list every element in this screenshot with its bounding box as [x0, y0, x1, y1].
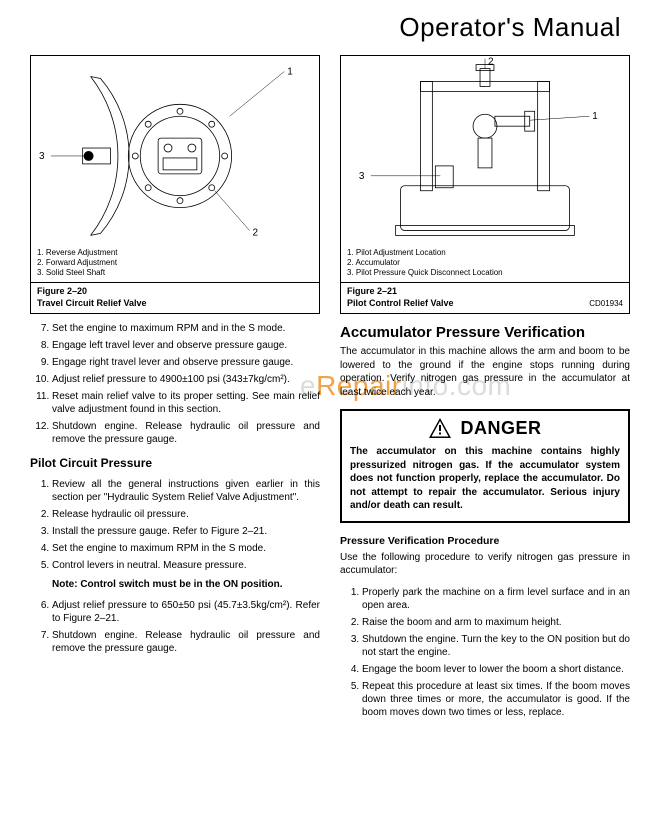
- warning-icon: [428, 417, 452, 439]
- legend-item: 3. Solid Steel Shaft: [37, 268, 313, 278]
- page-title: Operator's Manual: [399, 12, 621, 43]
- danger-text: The accumulator on this machine contains…: [350, 445, 620, 513]
- svg-text:1: 1: [592, 111, 598, 122]
- pilot-pressure-heading: Pilot Circuit Pressure: [30, 456, 320, 470]
- figure-2-21-diagram: 1 2 3: [341, 56, 629, 246]
- list-item: Set the engine to maximum RPM and in the…: [52, 322, 320, 335]
- pvp-list: Properly park the machine on a firm leve…: [340, 586, 630, 719]
- list-item: Shutdown engine. Release hydraulic oil p…: [52, 629, 320, 655]
- figure-2-20-caption: Figure 2–20 Travel Circuit Relief Valve: [31, 282, 319, 313]
- list-item: Release hydraulic oil pressure.: [52, 508, 320, 521]
- figure-2-20: 1 2 3 1. Reverse Adjustment 2. Forward A…: [30, 55, 320, 314]
- list-item: Adjust relief pressure to 650±50 psi (45…: [52, 599, 320, 625]
- pilot-list-a: Review all the general instructions give…: [30, 478, 320, 572]
- accumulator-heading: Accumulator Pressure Verification: [340, 324, 630, 341]
- legend-item: 1. Reverse Adjustment: [37, 248, 313, 258]
- list-item: Set the engine to maximum RPM in the S m…: [52, 542, 320, 555]
- right-column: 1 2 3 1. Pilot Adjustment Location 2. Ac…: [340, 55, 630, 723]
- procedure-list-travel: Set the engine to maximum RPM and in the…: [30, 322, 320, 446]
- legend-item: 3. Pilot Pressure Quick Disconnect Locat…: [347, 268, 623, 278]
- figure-2-21-legend: 1. Pilot Adjustment Location 2. Accumula…: [341, 246, 629, 282]
- figure-2-21-caption: Figure 2–21 Pilot Control Relief Valve C…: [341, 282, 629, 313]
- list-item: Reset main relief valve to its proper se…: [52, 390, 320, 416]
- figure-2-21: 1 2 3 1. Pilot Adjustment Location 2. Ac…: [340, 55, 630, 314]
- legend-item: 2. Accumulator: [347, 258, 623, 268]
- accumulator-intro: The accumulator in this machine allows t…: [340, 345, 630, 399]
- list-item: Repeat this procedure at least six times…: [362, 680, 630, 719]
- list-item: Engage left travel lever and observe pre…: [52, 339, 320, 352]
- pvp-heading: Pressure Verification Procedure: [340, 535, 630, 547]
- list-item: Engage right travel lever and observe pr…: [52, 356, 320, 369]
- list-item: Shutdown engine. Release hydraulic oil p…: [52, 420, 320, 446]
- svg-text:1: 1: [287, 67, 293, 78]
- figure-2-20-diagram: 1 2 3: [31, 56, 319, 246]
- pilot-note: Note: Control switch must be in the ON p…: [52, 578, 320, 591]
- pilot-list-b: Adjust relief pressure to 650±50 psi (45…: [30, 599, 320, 655]
- list-item: Install the pressure gauge. Refer to Fig…: [52, 525, 320, 538]
- list-item: Raise the boom and arm to maximum height…: [362, 616, 630, 629]
- svg-text:2: 2: [488, 57, 494, 68]
- danger-label: DANGER: [460, 418, 541, 439]
- figure-2-20-legend: 1. Reverse Adjustment 2. Forward Adjustm…: [31, 246, 319, 282]
- list-item: Engage the boom lever to lower the boom …: [362, 663, 630, 676]
- danger-box: DANGER The accumulator on this machine c…: [340, 409, 630, 523]
- list-item: Adjust relief pressure to 4900±100 psi (…: [52, 373, 320, 386]
- legend-item: 2. Forward Adjustment: [37, 258, 313, 268]
- svg-text:3: 3: [39, 151, 45, 162]
- list-item: Review all the general instructions give…: [52, 478, 320, 504]
- svg-text:2: 2: [252, 227, 258, 238]
- list-item: Properly park the machine on a firm leve…: [362, 586, 630, 612]
- list-item: Shutdown the engine. Turn the key to the…: [362, 633, 630, 659]
- list-item: Control levers in neutral. Measure press…: [52, 559, 320, 572]
- pvp-intro: Use the following procedure to verify ni…: [340, 551, 630, 578]
- left-column: 1 2 3 1. Reverse Adjustment 2. Forward A…: [30, 55, 320, 659]
- legend-item: 1. Pilot Adjustment Location: [347, 248, 623, 258]
- svg-text:3: 3: [359, 171, 365, 182]
